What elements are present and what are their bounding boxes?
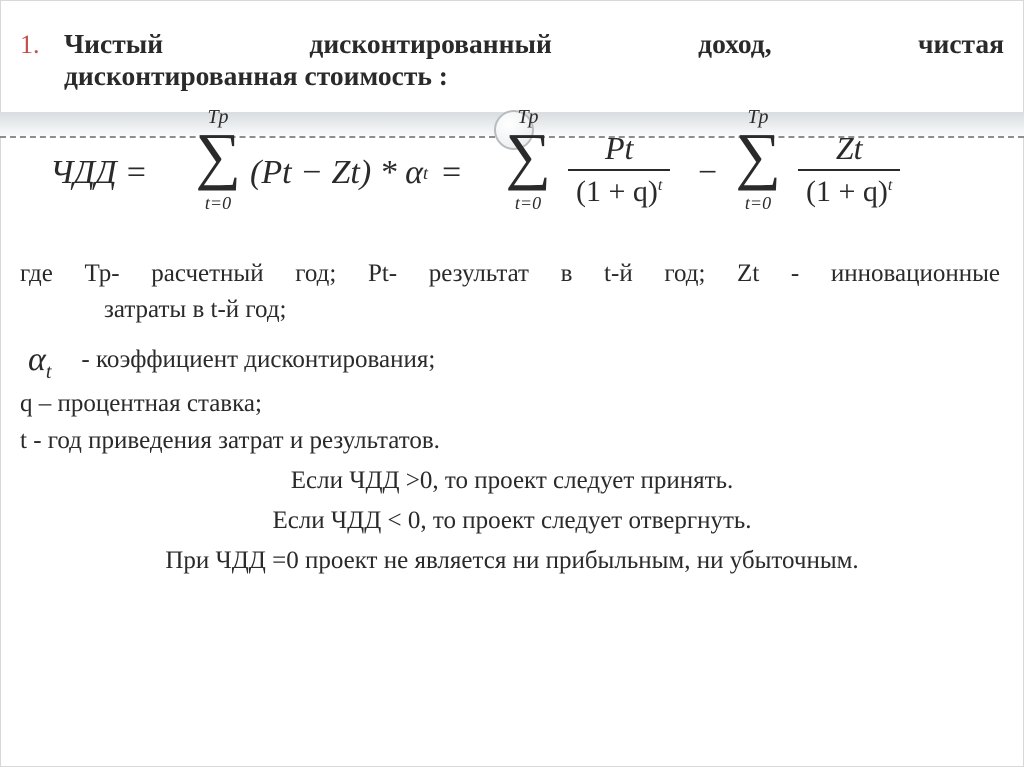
equals-sign-2: = <box>442 154 461 192</box>
title-line-1: Чистый дисконтированный доход, чистая <box>64 28 1004 60</box>
equals-sign: = <box>127 154 146 192</box>
frac2-num: Zt <box>828 130 871 169</box>
alpha-subscript: t <box>46 360 52 382</box>
fraction-1: Pt (1 + q)t <box>568 130 670 209</box>
alpha-row: αt - коэффициент дисконтирования; <box>20 335 1004 387</box>
description-block: где Тр- расчетный год; Рt- результат в t… <box>20 256 1004 580</box>
frac1-den-exp: t <box>658 177 662 194</box>
frac1-den-base: (1 + q) <box>576 175 658 208</box>
condition-3: При ЧДД =0 проект не является ни прибыль… <box>20 543 1004 579</box>
sigma-sign-icon: ∑ <box>500 124 556 188</box>
sigma-3-lower: t=0 <box>730 193 786 214</box>
condition-1: Если ЧДД >0, то проект следует принять. <box>20 463 1004 499</box>
frac1-num: Pt <box>597 130 641 169</box>
alpha-glyph: α <box>28 341 46 378</box>
sigma-2: Tp ∑ t=0 <box>500 112 556 212</box>
minus-sign: − <box>698 154 717 192</box>
term1-sub: t <box>423 163 428 184</box>
sigma-2-lower: t=0 <box>500 193 556 214</box>
list-number: 1. <box>20 28 64 60</box>
alpha-text: - коэффициент дисконтирования; <box>81 342 435 378</box>
formula-lhs: ЧДД <box>50 154 117 192</box>
alpha-symbol: αt <box>20 335 61 387</box>
fraction-2: Zt (1 + q)t <box>798 130 900 209</box>
sigma-1: Tp ∑ t=0 <box>190 112 246 212</box>
title-line-2: дисконтированная стоимость : <box>64 60 1004 92</box>
sigma-sign-icon: ∑ <box>190 124 246 188</box>
sigma-sign-icon: ∑ <box>730 124 786 188</box>
title-block: Чистый дисконтированный доход, чистая ди… <box>64 28 1004 92</box>
sigma-3: Tp ∑ t=0 <box>730 112 786 212</box>
condition-2: Если ЧДД < 0, то проект следует отвергну… <box>20 503 1004 539</box>
slide: 1. Чистый дисконтированный доход, чистая… <box>0 0 1024 767</box>
desc-line-2: затраты в t-й год; <box>20 292 1004 328</box>
title-row: 1. Чистый дисконтированный доход, чистая… <box>20 28 1004 92</box>
term1: (Pt − Zt) * α <box>250 154 423 192</box>
sigma-1-lower: t=0 <box>190 193 246 214</box>
formula: ЧДД = Tp ∑ t=0 (Pt − Zt) * αt = Tp ∑ <box>50 112 1004 232</box>
frac2-den-base: (1 + q) <box>806 175 888 208</box>
t-text: t - год приведения затрат и результатов. <box>20 423 1004 459</box>
frac2-den-exp: t <box>888 177 892 194</box>
desc-line-1: где Тр- расчетный год; Рt- результат в t… <box>20 256 1004 292</box>
q-text: q – процентная ставка; <box>20 386 1004 422</box>
content-area: 1. Чистый дисконтированный доход, чистая… <box>20 28 1004 580</box>
